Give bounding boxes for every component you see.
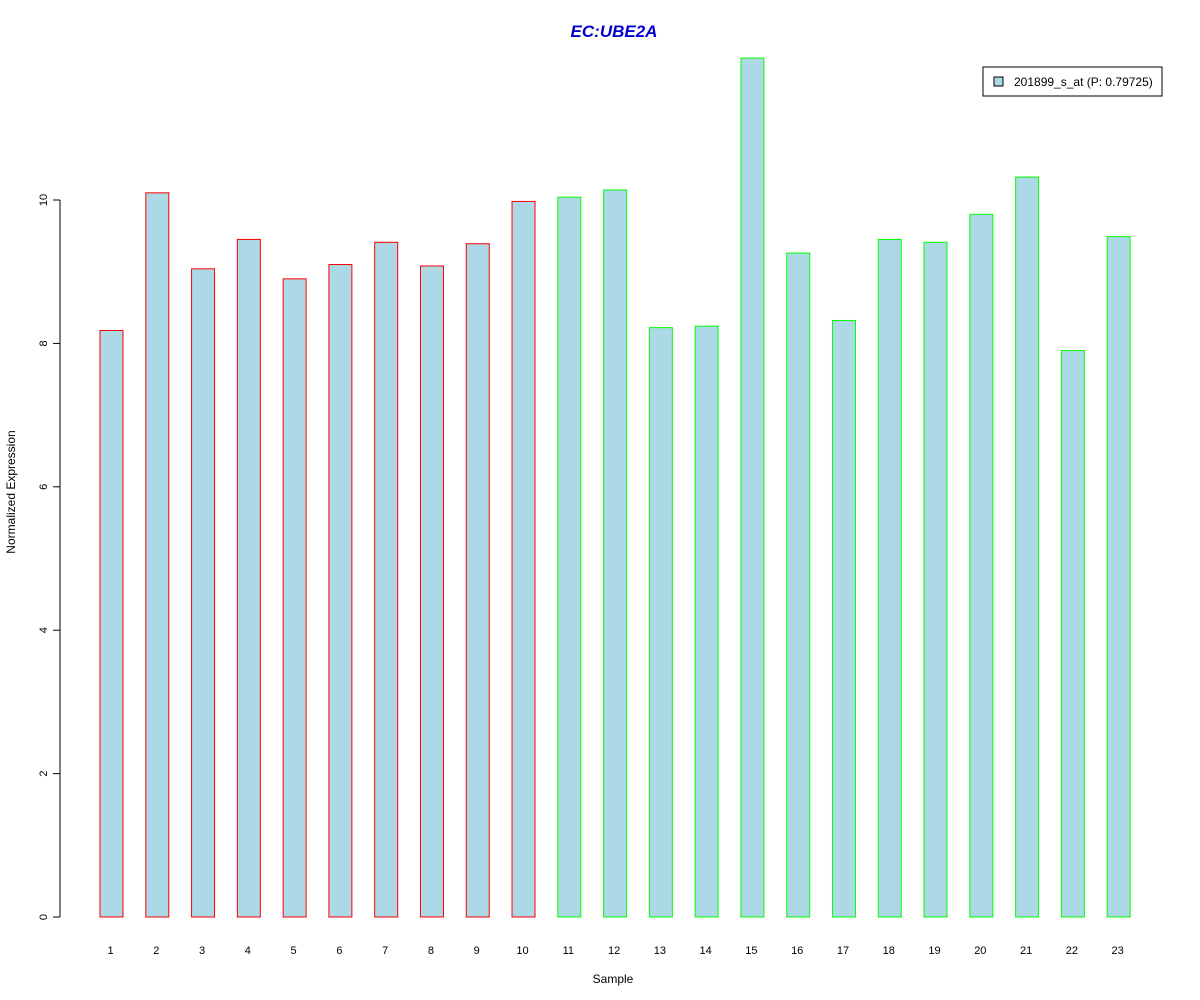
bar (1106, 236, 1131, 918)
x-tick-label: 12 (608, 945, 620, 957)
y-tick-label: 10 (38, 194, 50, 206)
bar (99, 329, 124, 918)
x-tick-label: 19 (928, 945, 940, 957)
x-tick-label: 22 (1066, 945, 1078, 957)
x-tick-label: 17 (837, 945, 849, 957)
x-tick-label: 7 (382, 945, 388, 957)
bar (465, 243, 490, 918)
x-tick-label: 23 (1112, 945, 1124, 957)
x-tick-label: 14 (700, 945, 712, 957)
x-tick-label: 10 (516, 945, 528, 957)
bar (648, 327, 673, 918)
x-tick-label: 1 (107, 945, 113, 957)
x-tick-label: 5 (291, 945, 297, 957)
bar (328, 264, 353, 918)
x-tick-label: 13 (654, 945, 666, 957)
chart-title: EC:UBE2A (571, 22, 658, 41)
bar (236, 238, 261, 918)
bar (145, 192, 170, 918)
x-tick-label: 16 (791, 945, 803, 957)
bar (374, 241, 399, 918)
x-tick-label: 18 (883, 945, 895, 957)
x-axis-label: Sample (593, 972, 634, 986)
bar (694, 325, 719, 918)
bar (511, 200, 536, 918)
y-tick-label: 8 (38, 340, 50, 346)
bar (282, 278, 307, 918)
x-tick-label: 20 (974, 945, 986, 957)
x-tick-labels: 1 2 3 4 5 6 7 8 9 10 11 12 13 14 15 16 17 18 19 20 21 22 23 (107, 945, 1123, 957)
legend-swatch (993, 76, 1004, 87)
x-tick-label: 4 (245, 945, 251, 957)
x-tick-label: 8 (428, 945, 434, 957)
bar (740, 57, 765, 918)
legend-box (982, 66, 1163, 97)
bar (1015, 176, 1040, 918)
bar (969, 213, 994, 918)
y-axis-label: Normalized Expression (4, 430, 18, 553)
y-tick-label: 6 (38, 484, 50, 490)
bar (923, 241, 948, 918)
y-tick-label: 4 (38, 627, 50, 633)
bar (1060, 350, 1085, 918)
bar (419, 265, 444, 918)
x-tick-label: 6 (336, 945, 342, 957)
x-tick-label: 15 (745, 945, 757, 957)
bars (99, 57, 1131, 918)
x-tick-label: 21 (1020, 945, 1032, 957)
x-tick-label: 11 (563, 945, 574, 957)
y-axis: 0 2 4 6 8 10 (38, 194, 61, 920)
bar (831, 319, 856, 918)
x-tick-label: 2 (153, 945, 159, 957)
x-tick-label: 3 (199, 945, 205, 957)
bar (557, 196, 582, 918)
y-tick-label: 2 (38, 771, 50, 777)
x-tick-label: 9 (474, 945, 480, 957)
bar (191, 268, 216, 918)
legend: 201899_s_at (P: 0.79725) (982, 66, 1163, 97)
bar (786, 252, 811, 918)
bar (877, 238, 902, 918)
legend-entry: 201899_s_at (P: 0.79725) (1014, 75, 1153, 89)
bar (603, 189, 628, 918)
y-tick-label: 0 (38, 914, 50, 920)
